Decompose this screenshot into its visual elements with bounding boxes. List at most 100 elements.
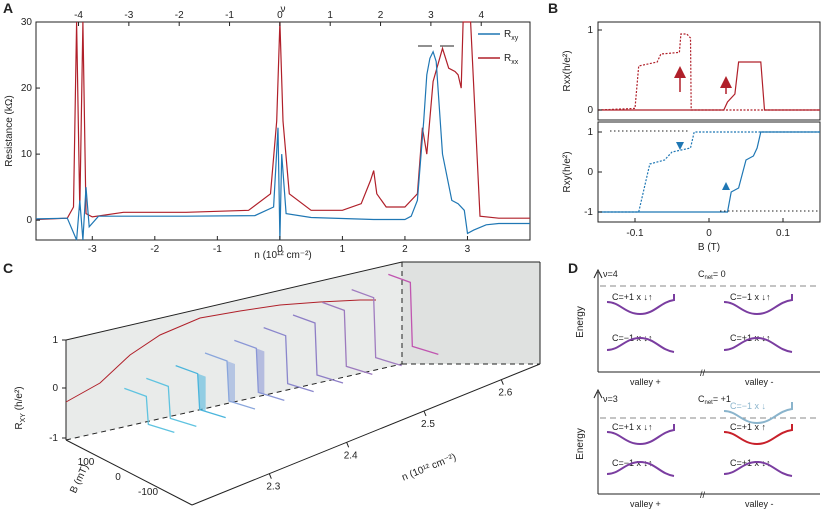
b-tick-label: 100: [78, 457, 95, 468]
axis-break-icon: //: [700, 368, 706, 378]
panel-a-series: [35, 21, 530, 241]
panel-c-blabel: B (mT): [68, 463, 91, 495]
trace-rxy: [388, 273, 439, 355]
panel-b-bottom-frame: [597, 121, 821, 223]
x-tick-label: 0: [277, 244, 283, 255]
x-tick-label: 0: [706, 228, 712, 239]
x-tick-label: 2: [402, 244, 408, 255]
panel-a-chart: -3 -2 -1 0 1 2 3 0 10 20 30 -4 -3 -2 -1 0 1 2 3 4 ν n (10…: [4, 4, 531, 261]
panel-a-x-ticks: -3 -2 -1 0 1 2 3: [88, 236, 471, 255]
series-rxy: [35, 50, 530, 241]
panel-c-n-axis: [191, 363, 541, 506]
x-tick-label: 0.1: [776, 228, 790, 239]
y-tick-label: 20: [21, 83, 33, 94]
panel-c-chart: 1 0 -1 100 0 -100 2.3 2.4 2.5 2.6 RXY (h/e²) B (m…: [14, 261, 541, 506]
legend-rxy: Rxy: [504, 29, 519, 42]
band-curve: [606, 294, 675, 316]
x-tick-label: 3: [465, 244, 471, 255]
series-rxx-up-sweep: [598, 61, 820, 111]
top-tick-label: -2: [175, 10, 184, 21]
b-tick-label: 0: [115, 472, 121, 483]
x-tick-label: -0.1: [626, 228, 644, 239]
trace-rxy: [234, 339, 285, 401]
panel-label-a: A: [3, 0, 13, 16]
y-tick-label: 0: [26, 215, 32, 226]
cnet-label-top: Cnet= 0: [698, 269, 726, 281]
top-tick-label: 0: [277, 10, 283, 21]
band-curve: [723, 336, 793, 353]
trace-rxy: [263, 327, 314, 393]
panel-b-series: [597, 33, 820, 213]
panel-b-ylabel-bottom: Rxy(h/e²): [562, 151, 573, 192]
panel-a-top-axis-label: ν: [281, 4, 286, 15]
series-rxx-down-sweep: [597, 33, 820, 111]
b-tick-label: -100: [138, 487, 158, 498]
panel-c-zlabel: RXY (h/e²): [14, 386, 27, 429]
sweep-arrow-up-icon: [722, 182, 730, 190]
panel-label-c: C: [3, 260, 13, 276]
n-tick-label: 2.6: [498, 388, 512, 399]
arrow-up-icon: [593, 268, 603, 279]
y-tick-label: 1: [587, 25, 593, 36]
x-tick-label: -3: [88, 244, 97, 255]
band-label: C=−1 x ↓: [730, 401, 766, 411]
arrow-up-icon: [593, 388, 603, 399]
energy-label: Energy: [575, 306, 586, 338]
top-tick-label: -4: [74, 10, 83, 21]
band-label: C=+1 x ↓↑: [612, 422, 653, 432]
panel-b-top-frame: [597, 21, 821, 121]
top-tick-label: 3: [428, 10, 434, 21]
band-label: C=−1 x ↓↑: [730, 292, 771, 302]
top-tick-label: -3: [124, 10, 133, 21]
trace-rxy: [124, 387, 175, 433]
panel-a-ylabel: Resistance (kΩ): [4, 95, 15, 166]
n-tick-label: 2.3: [266, 482, 280, 493]
nu-label-bottom: ν=3: [603, 394, 618, 404]
band-label: C=+1 x ↓↑: [730, 333, 771, 343]
band-curve: [723, 460, 793, 477]
n-tick: [423, 410, 427, 417]
panel-a-top-ticks: -4 -3 -2 -1 0 1 2 3 4: [74, 10, 484, 26]
n-tick: [268, 473, 272, 479]
axis-break-icon: //: [700, 490, 706, 500]
panel-c-b-axis: [65, 439, 193, 506]
panel-c-nlabel: n (10¹² cm⁻²): [400, 452, 457, 484]
panel-b-ylabel-top: Rxx(h/e²): [562, 50, 573, 91]
n-tick: [500, 379, 504, 385]
panel-c-side-wall: [402, 262, 540, 364]
band-curve: [723, 424, 793, 446]
n-tick-label: 2.4: [344, 450, 358, 461]
z-tick-label: 1: [52, 335, 58, 346]
band-curve: [606, 460, 675, 477]
trace-rxy: [146, 377, 197, 427]
n-tick-label: 2.5: [421, 419, 435, 430]
top-tick-label: 2: [378, 10, 384, 21]
legend-rxx: Rxx: [504, 53, 519, 66]
trace-rxy: [351, 289, 402, 367]
valley-label: valley -: [745, 499, 774, 509]
band-curve: [606, 424, 675, 446]
band-label: C=−1 x ↓↑: [612, 333, 653, 343]
y-tick-label: 1: [587, 127, 593, 138]
panel-a-frame: [35, 21, 531, 241]
top-tick-label: 4: [478, 10, 484, 21]
band-curve: [606, 336, 675, 353]
band-curve: [723, 294, 793, 316]
z-tick-label: -1: [49, 433, 58, 444]
valley-label: valley +: [630, 377, 661, 387]
trace-rxy: [292, 314, 344, 384]
panel-c-rxx-trace: [65, 299, 376, 403]
y-tick-label: -1: [584, 207, 593, 218]
top-tick-label: 1: [327, 10, 333, 21]
panel-d-diagram: Energy ν=4 Cnet= 0 C=+1 x ↓↑ C=−1 x ↓↑ C…: [575, 268, 820, 509]
band-curve: [723, 402, 793, 425]
series-rxy-down-sweep: [598, 131, 820, 213]
panel-label-d: D: [568, 260, 578, 276]
trace-rxy: [322, 301, 373, 375]
z-tick-label: 0: [52, 383, 58, 394]
panel-a-xlabel: n (10¹² cm⁻²): [254, 250, 312, 261]
panel-a-legend: Rxy Rxx: [478, 29, 519, 66]
panel-c-edge: [65, 261, 403, 341]
panel-b-ticks: -0.1 0 0.1 0 1 -1 0 1: [584, 25, 790, 239]
